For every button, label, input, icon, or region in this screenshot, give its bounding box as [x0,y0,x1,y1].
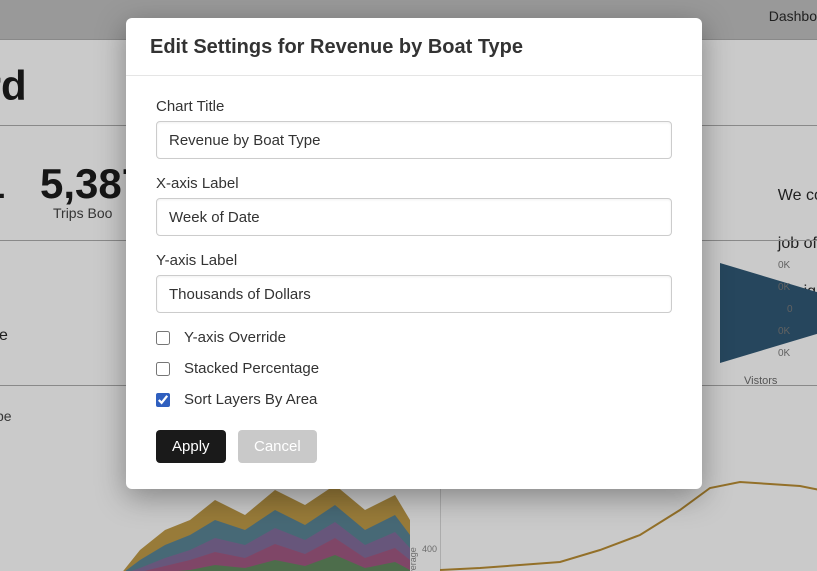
x-axis-label: X-axis Label [156,175,672,192]
x-axis-group: X-axis Label [156,175,672,236]
modal-button-row: Apply Cancel [156,430,672,463]
apply-button[interactable]: Apply [156,430,226,463]
y-axis-label: Y-axis Label [156,252,672,269]
y-axis-input[interactable] [156,275,672,313]
chart-title-group: Chart Title [156,98,672,159]
stacked-percentage-label[interactable]: Stacked Percentage [184,360,319,377]
sort-layers-checkbox[interactable] [156,393,170,407]
cancel-button[interactable]: Cancel [238,430,317,463]
modal-title: Edit Settings for Revenue by Boat Type [150,36,678,59]
y-axis-override-row: Y-axis Override [156,329,672,346]
chart-title-label: Chart Title [156,98,672,115]
y-axis-group: Y-axis Label [156,252,672,313]
stacked-percentage-row: Stacked Percentage [156,360,672,377]
sort-layers-label[interactable]: Sort Layers By Area [184,391,317,408]
x-axis-input[interactable] [156,198,672,236]
modal-header: Edit Settings for Revenue by Boat Type [126,18,702,76]
modal-body: Chart Title X-axis Label Y-axis Label Y-… [126,76,702,489]
edit-settings-modal: Edit Settings for Revenue by Boat Type C… [126,18,702,489]
sort-layers-row: Sort Layers By Area [156,391,672,408]
y-axis-override-label[interactable]: Y-axis Override [184,329,286,346]
stacked-percentage-checkbox[interactable] [156,362,170,376]
chart-title-input[interactable] [156,121,672,159]
y-axis-override-checkbox[interactable] [156,331,170,345]
